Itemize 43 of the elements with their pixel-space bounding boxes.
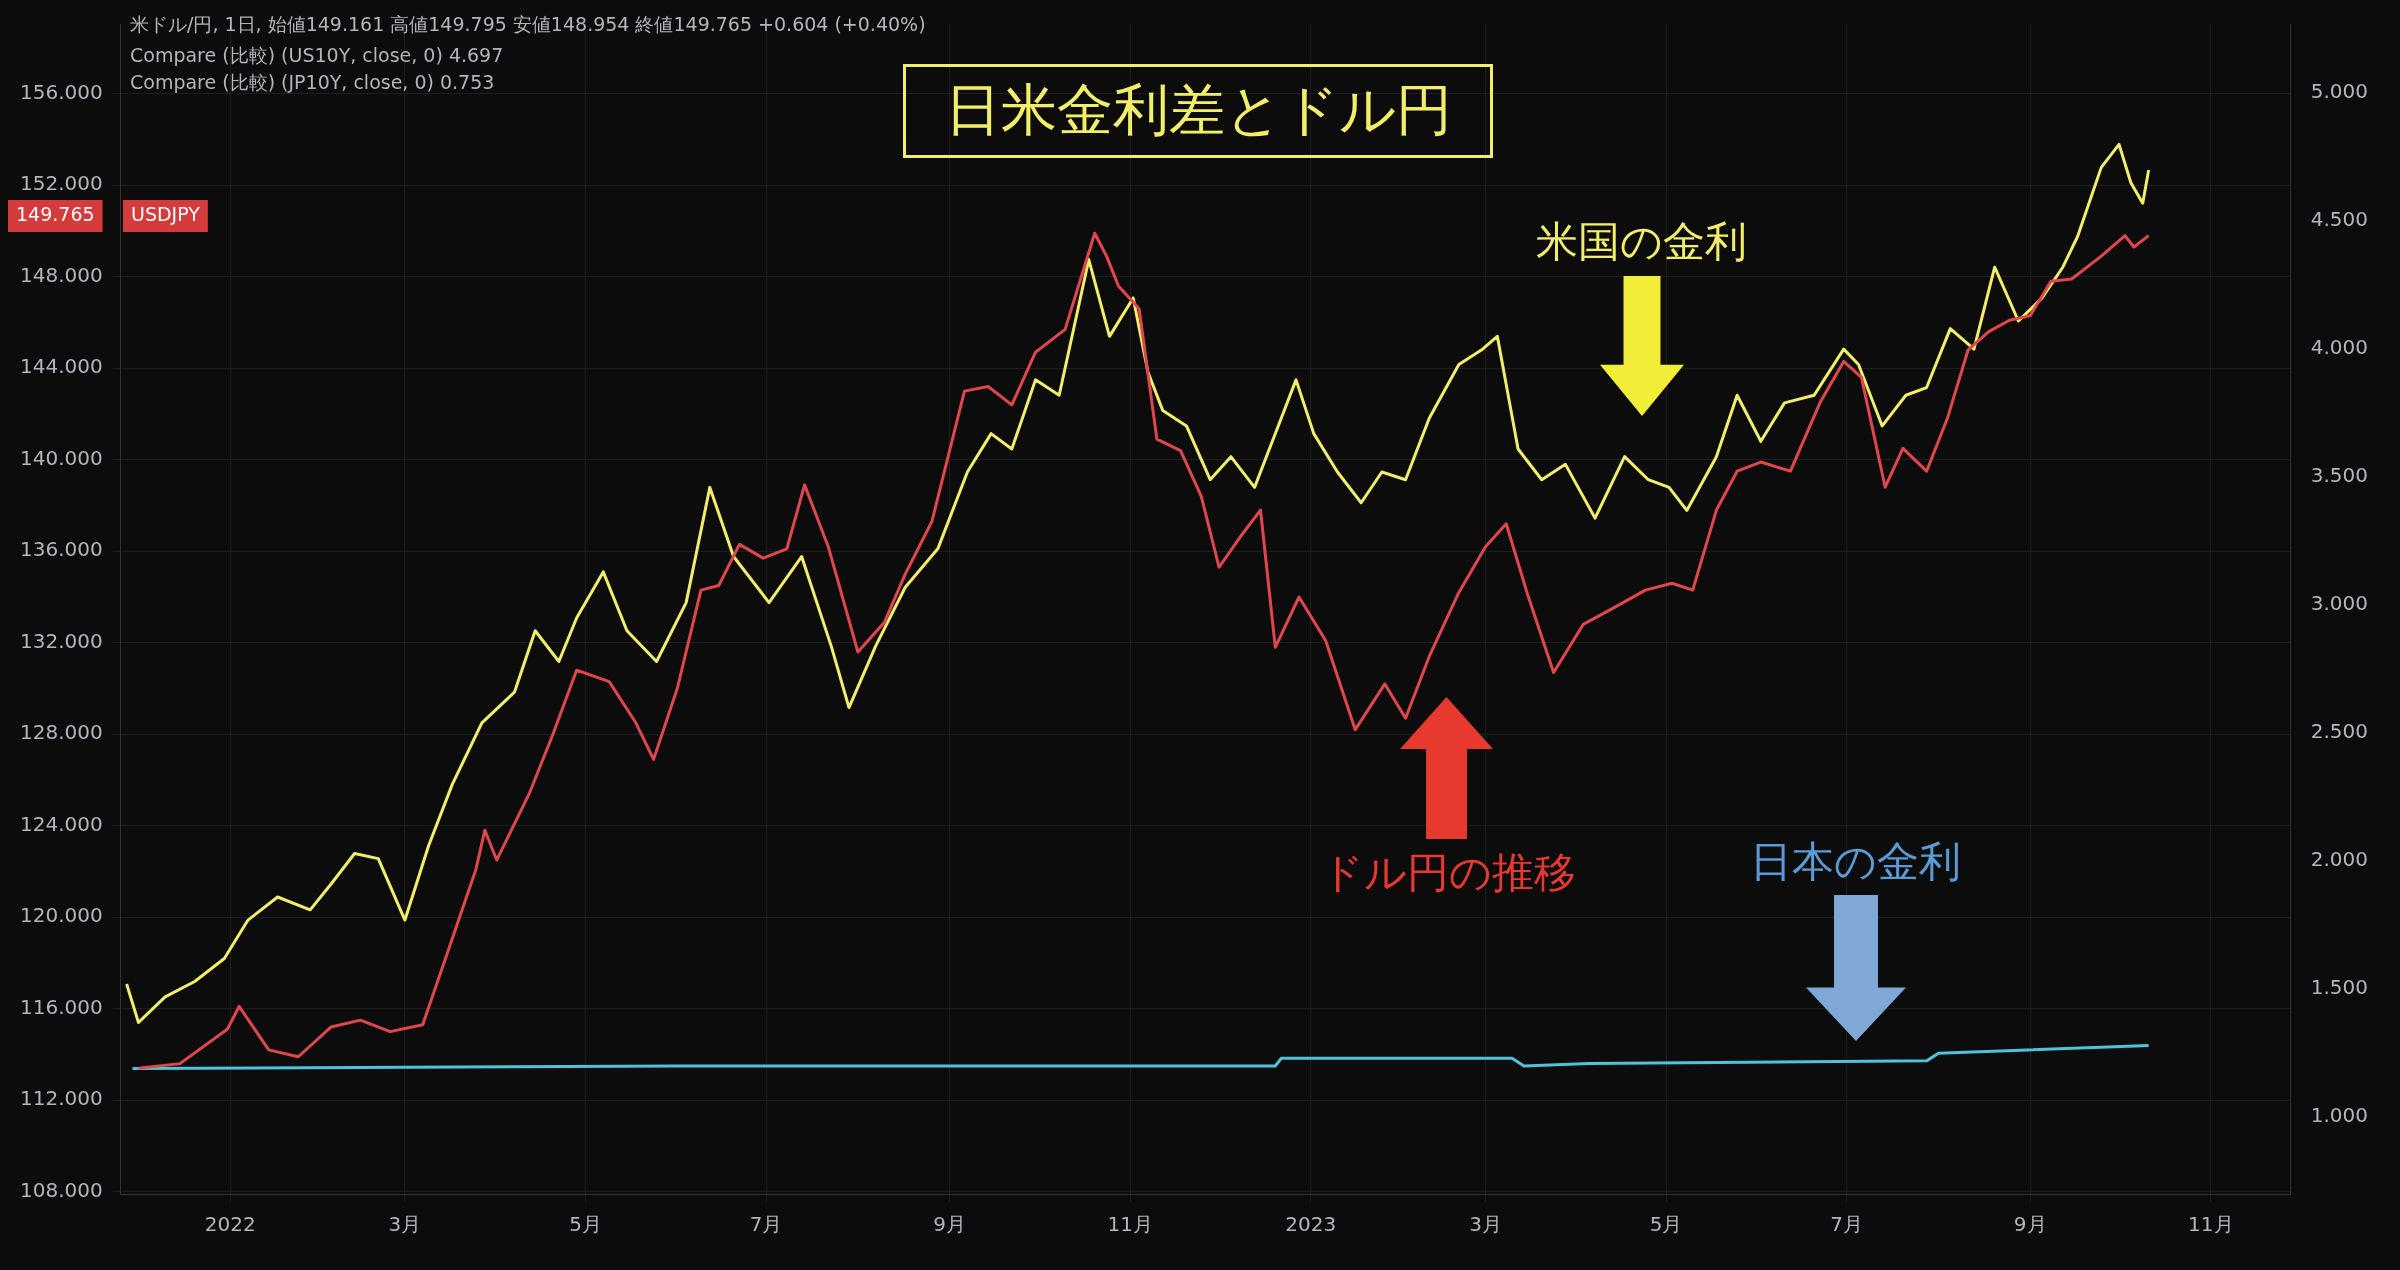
annotation: Compare (比較) (JP10Y, close, 0) 0.753	[130, 70, 495, 93]
y-tick-label: 112.000	[19, 1086, 103, 1111]
y2-tick-label: 1.000	[2310, 1103, 2369, 1128]
y-tick-label: 144.000	[19, 354, 103, 379]
y-tick-label: 132.000	[19, 628, 103, 653]
text: 149.765	[16, 202, 95, 225]
annotation: USDJPY	[131, 202, 201, 225]
x-tick-label: 11月	[2188, 1212, 2234, 1237]
y2-tick-label: 1.500	[2310, 975, 2369, 1000]
y2-tick-label: 3.500	[2310, 463, 2369, 488]
x-tick-label: 5月	[569, 1212, 602, 1237]
annotation: Compare (比較) (US10Y, close, 0) 4.697	[130, 43, 504, 66]
y-tick-label: 152.000	[19, 171, 103, 196]
y-tick-label: 116.000	[19, 994, 103, 1019]
x-tick-label: 2022	[204, 1212, 256, 1237]
x-tick-label: 7月	[749, 1212, 783, 1237]
annotation: ドル円の推移	[1320, 847, 1576, 897]
x-tick-label: 3月	[1469, 1212, 1502, 1237]
x-tick-label: 3月	[388, 1212, 422, 1237]
annotation: 米国の金利	[1535, 216, 1747, 266]
x-tick-label: 9月	[933, 1212, 967, 1237]
x-tick-label: 5月	[1649, 1212, 1683, 1237]
annotation: 日本の金利	[1749, 836, 1961, 886]
y2-tick-label: 5.000	[2310, 79, 2369, 104]
y-tick-label: 120.000	[19, 903, 103, 928]
x-tick-label: 2023	[1285, 1212, 1337, 1237]
x-tick-label: 9月	[2013, 1212, 2047, 1237]
y-tick-label: 108.000	[19, 1177, 103, 1202]
y-tick-label: 124.000	[19, 811, 103, 836]
text: 日米金利差とドル円	[903, 64, 1493, 158]
y-tick-label: 140.000	[19, 445, 103, 470]
y2-tick-label: 3.000	[2310, 591, 2369, 616]
y2-tick-label: 4.500	[2310, 207, 2369, 232]
y-tick-label: 136.000	[19, 537, 103, 562]
y2-tick-label: 4.000	[2310, 335, 2369, 360]
y-tick-label: 148.000	[19, 262, 103, 287]
y-tick-label: 128.000	[19, 720, 103, 745]
y2-tick-label: 2.500	[2310, 719, 2369, 744]
annotation: 米ドル/円, 1日, 始値149.161 高値149.795 安値148.954 終値149.765 +0.604 (+0.40%)	[130, 12, 926, 35]
x-tick-label: 7月	[1830, 1212, 1864, 1237]
x-tick-label: 11月	[1107, 1212, 1153, 1237]
y-tick-label: 156.000	[19, 79, 103, 104]
y2-tick-label: 2.000	[2310, 847, 2369, 872]
